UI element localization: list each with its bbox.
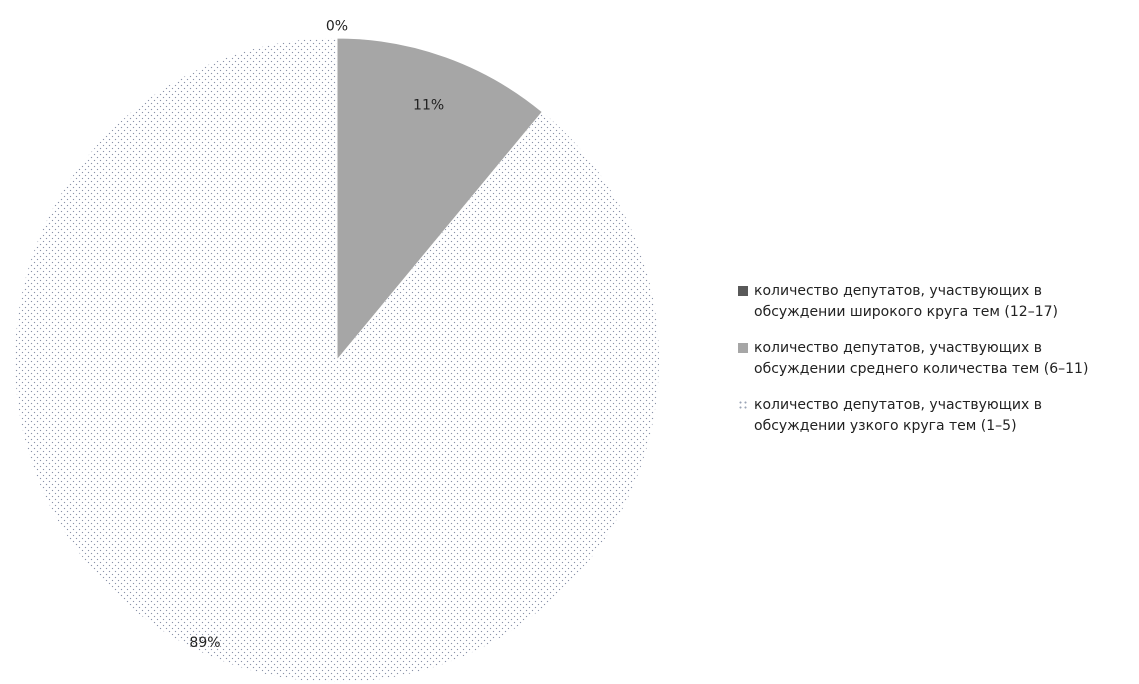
data-label-narrow-range: 89%	[189, 635, 220, 651]
pie-slice-medium-range	[336, 37, 543, 362]
legend-swatch-wide-range	[738, 286, 748, 296]
legend-item-narrow-range: количество депутатов, участвующих в обсу…	[738, 395, 1128, 437]
legend-swatch-narrow-range	[738, 400, 748, 410]
data-label-wide-range: 0%	[326, 19, 348, 35]
legend-label-narrow-range: количество депутатов, участвующих в обсу…	[754, 397, 1042, 434]
legend-label-wide-range: количество депутатов, участвующих в обсу…	[754, 283, 1058, 320]
legend: количество депутатов, участвующих в обсу…	[738, 281, 1128, 452]
pie-data-labels: 0% 11% 89%	[189, 19, 444, 651]
legend-swatch-medium-range	[738, 343, 748, 353]
legend-label-medium-range: количество депутатов, участвующих в обсу…	[754, 340, 1089, 377]
pie-slices	[15, 37, 659, 682]
pie-slice-narrow-range	[15, 38, 659, 682]
legend-item-medium-range: количество депутатов, участвующих в обсу…	[738, 338, 1128, 380]
legend-item-wide-range: количество депутатов, участвующих в обсу…	[738, 281, 1128, 323]
data-label-medium-range: 11%	[413, 98, 444, 114]
